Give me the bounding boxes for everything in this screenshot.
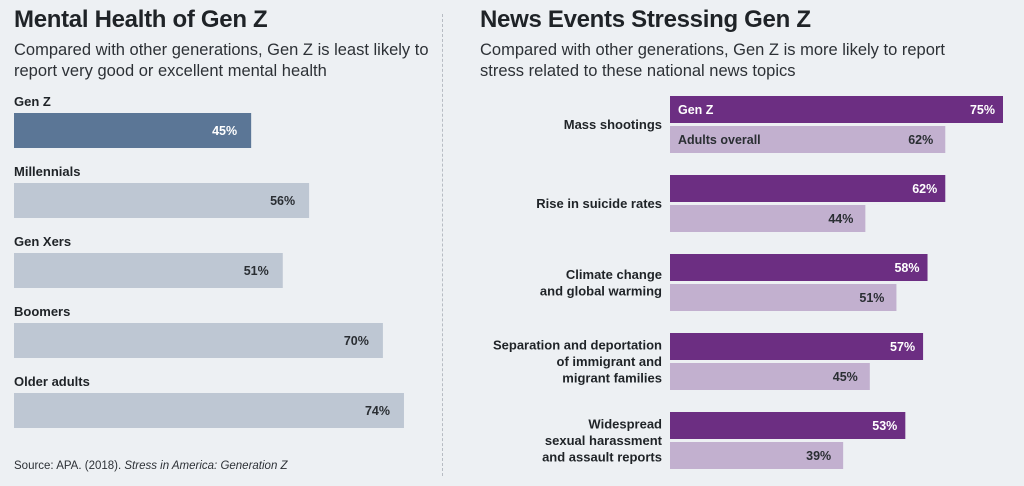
bar-value-label: 51% (244, 264, 269, 278)
source-work: Stress in America: Generation Z (124, 460, 288, 472)
category-label-line: sexual harassment (545, 433, 663, 448)
adults-value-label: 44% (828, 212, 853, 226)
bar-adults-overall (670, 442, 844, 469)
series-label-gen-z: Gen Z (678, 103, 714, 117)
adults-value-label: 39% (806, 449, 831, 463)
bar (14, 113, 252, 148)
adults-value-label: 45% (833, 370, 858, 384)
source-note: Source: APA. (2018). Stress in America: … (14, 460, 288, 472)
left-chart-subtitle: Compared with other generations, Gen Z i… (14, 41, 429, 80)
gen-z-value-label: 75% (970, 103, 995, 117)
gen-z-value-label: 57% (890, 340, 915, 354)
bar (14, 393, 404, 428)
category-label-line: Separation and deportation (493, 338, 662, 353)
gen-z-value-label: 53% (872, 419, 897, 433)
category-label-line: and assault reports (542, 450, 662, 465)
bar-gen-z (670, 96, 1003, 123)
category-label: Older adults (14, 374, 90, 389)
category-label: Widespread sexual harassment and assault r… (542, 417, 663, 465)
bar-adults-overall (670, 126, 946, 153)
category-label-line: and global warming (540, 283, 662, 298)
bar-gen-z (670, 254, 928, 281)
bar-value-label: 74% (365, 404, 390, 418)
news-stress-bar-chart: 75% 62% Gen Z Adults overall Mass shootings 6… (493, 96, 1003, 469)
bar-adults-overall (670, 363, 870, 390)
source-prefix: Source: APA. (2018). (14, 460, 125, 472)
category-label: Mass shootings (564, 117, 662, 132)
right-chart-subtitle: Compared with other generations, Gen Z i… (480, 41, 945, 80)
category-label-line: Climate change (566, 267, 662, 282)
bar-value-label: 56% (270, 194, 295, 208)
category-label-line: migrant families (562, 371, 662, 386)
series-label-adults-overall: Adults overall (678, 133, 761, 147)
left-chart-title: Mental Health of Gen Z (14, 6, 268, 33)
bar-gen-z (670, 175, 946, 202)
category-label-line: of immigrant and (557, 354, 663, 369)
bar (14, 253, 283, 288)
category-label: Separation and deportation of immigrant a… (493, 338, 662, 386)
category-label: Gen Z (14, 94, 51, 109)
bar-gen-z (670, 333, 924, 360)
category-label: Rise in suicide rates (536, 196, 662, 211)
gen-z-value-label: 58% (894, 261, 919, 275)
gen-z-value-label: 62% (912, 182, 937, 196)
panel-divider (442, 14, 443, 476)
bar-adults-overall (670, 284, 897, 311)
category-label: Millennials (14, 164, 80, 179)
bar-value-label: 70% (344, 334, 369, 348)
mental-health-bar-chart: Gen Z 45% Millennials 56% Gen Xers 51% Boomers… (14, 94, 404, 428)
category-label: Boomers (14, 304, 70, 319)
category-label: Climate change and global warming (540, 267, 662, 299)
right-chart-title: News Events Stressing Gen Z (480, 6, 811, 33)
bar-adults-overall (670, 205, 866, 232)
bar-gen-z (670, 412, 906, 439)
adults-value-label: 62% (908, 133, 933, 147)
bar (14, 323, 383, 358)
bar-value-label: 45% (212, 124, 237, 138)
category-label-line: Widespread (588, 417, 662, 432)
category-label: Gen Xers (14, 234, 71, 249)
category-label-line: Mass shootings (564, 117, 662, 132)
adults-value-label: 51% (859, 291, 884, 305)
bar (14, 183, 310, 218)
category-label-line: Rise in suicide rates (536, 196, 662, 211)
